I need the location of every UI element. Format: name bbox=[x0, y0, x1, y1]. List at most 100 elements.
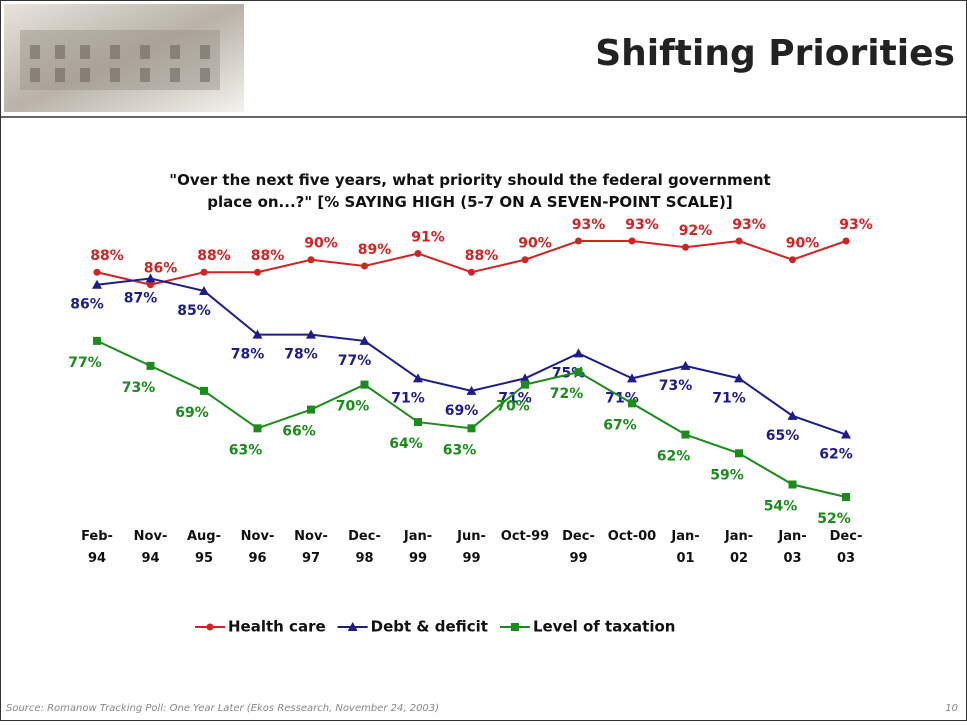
data-point bbox=[735, 237, 743, 245]
data-label: 69% bbox=[445, 403, 479, 419]
data-point bbox=[521, 256, 529, 264]
data-point bbox=[253, 424, 262, 433]
data-label: 72% bbox=[550, 386, 584, 402]
data-point bbox=[682, 243, 689, 251]
legend-marker bbox=[510, 623, 519, 631]
data-label: 63% bbox=[229, 442, 263, 458]
data-label: 90% bbox=[304, 236, 338, 252]
data-point bbox=[468, 268, 475, 276]
data-point bbox=[307, 256, 315, 264]
data-label: 90% bbox=[786, 236, 820, 252]
data-point bbox=[199, 285, 209, 295]
data-point bbox=[520, 373, 530, 383]
x-tick-label: Jan-99 bbox=[403, 529, 432, 566]
data-label: 87% bbox=[124, 290, 158, 306]
x-tick-label: Jan-02 bbox=[724, 529, 753, 566]
x-tick-label: Oct-99 bbox=[501, 529, 549, 544]
data-point bbox=[573, 348, 584, 358]
data-point bbox=[200, 268, 208, 276]
data-label: 62% bbox=[819, 447, 853, 463]
x-tick-label: Aug-95 bbox=[187, 529, 221, 566]
x-tick-label: Dec-98 bbox=[348, 529, 381, 566]
data-label: 93% bbox=[732, 217, 766, 233]
data-point bbox=[842, 237, 850, 245]
data-label: 54% bbox=[764, 499, 798, 515]
data-label: 73% bbox=[659, 378, 693, 394]
data-label: 63% bbox=[443, 442, 477, 458]
slide-title: Shifting Priorities bbox=[595, 33, 955, 74]
data-point bbox=[252, 329, 263, 339]
data-label: 70% bbox=[336, 399, 370, 415]
data-label: 86% bbox=[144, 261, 178, 277]
data-point bbox=[360, 380, 369, 389]
data-point bbox=[681, 430, 690, 439]
data-point bbox=[254, 268, 261, 276]
data-point bbox=[466, 385, 477, 395]
data-label: 69% bbox=[175, 405, 209, 421]
data-label: 73% bbox=[122, 380, 156, 396]
x-tick-label: Dec-99 bbox=[562, 529, 595, 566]
data-label: 88% bbox=[465, 248, 499, 264]
data-label: 88% bbox=[197, 248, 231, 264]
data-label: 78% bbox=[231, 347, 265, 363]
legend-marker bbox=[347, 622, 358, 631]
data-point bbox=[628, 399, 636, 408]
data-point bbox=[841, 429, 851, 439]
data-point bbox=[307, 405, 315, 414]
data-label: 85% bbox=[177, 303, 211, 319]
data-label: 89% bbox=[358, 242, 392, 258]
legend-marker bbox=[206, 623, 214, 631]
data-label: 90% bbox=[518, 236, 552, 252]
data-label: 71% bbox=[391, 390, 425, 406]
data-point bbox=[680, 360, 691, 370]
x-tick-label: Nov-97 bbox=[294, 529, 328, 566]
data-label: 86% bbox=[70, 297, 104, 313]
data-point bbox=[92, 279, 102, 289]
data-label: 77% bbox=[338, 353, 372, 369]
legend-label: Level of taxation bbox=[533, 618, 676, 636]
data-point bbox=[93, 268, 101, 276]
x-tick-label: Nov-96 bbox=[241, 529, 275, 566]
data-label: 77% bbox=[68, 355, 102, 371]
x-tick-label: Jan-01 bbox=[670, 529, 699, 566]
page-number: 10 bbox=[945, 703, 958, 714]
data-point bbox=[414, 418, 422, 427]
data-point bbox=[575, 237, 582, 245]
data-label: 67% bbox=[603, 417, 637, 433]
data-point bbox=[147, 281, 154, 289]
x-tick-label: Jan-03 bbox=[777, 529, 806, 566]
data-label: 71% bbox=[712, 390, 746, 406]
source-note: Source: Romanow Tracking Poll: One Year … bbox=[6, 703, 439, 714]
x-tick-label: Jun-99 bbox=[456, 529, 486, 566]
data-label: 78% bbox=[284, 347, 318, 363]
data-point bbox=[789, 256, 796, 264]
data-point bbox=[93, 336, 101, 345]
legend-label: Debt & deficit bbox=[371, 618, 488, 636]
data-point bbox=[414, 249, 422, 257]
data-label: 70% bbox=[496, 399, 530, 415]
data-label: 93% bbox=[572, 217, 606, 233]
x-tick-label: Feb-94 bbox=[81, 529, 113, 566]
data-point bbox=[467, 424, 476, 433]
data-point bbox=[361, 262, 368, 270]
data-point bbox=[787, 410, 798, 420]
data-label: 52% bbox=[817, 511, 851, 527]
data-point bbox=[145, 273, 156, 283]
data-label: 93% bbox=[839, 217, 873, 233]
data-point bbox=[146, 361, 155, 370]
legend-label: Health care bbox=[228, 618, 326, 636]
data-point bbox=[306, 329, 316, 339]
data-label: 64% bbox=[389, 436, 423, 452]
data-point bbox=[359, 335, 370, 345]
data-label: 88% bbox=[90, 248, 124, 264]
data-point bbox=[734, 373, 744, 383]
data-point bbox=[574, 368, 583, 377]
data-label: 93% bbox=[625, 217, 659, 233]
x-tick-label: Oct-00 bbox=[608, 529, 656, 544]
data-point bbox=[788, 480, 797, 489]
chart-question: "Over the next five years, what priority… bbox=[169, 171, 770, 211]
x-tick-label: Dec-03 bbox=[830, 529, 863, 566]
header-image bbox=[4, 4, 244, 112]
